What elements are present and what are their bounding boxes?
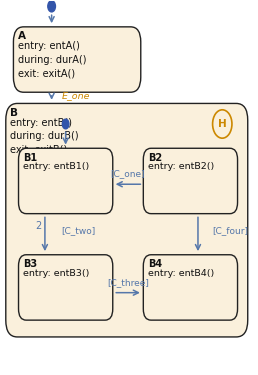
FancyBboxPatch shape — [19, 148, 113, 214]
Text: [C_two]: [C_two] — [61, 226, 96, 235]
Text: 2: 2 — [35, 221, 42, 231]
Text: entry: entA()
during: durA()
exit: exitA(): entry: entA() during: durA() exit: exitA… — [18, 41, 86, 78]
FancyBboxPatch shape — [143, 148, 238, 214]
Text: H: H — [218, 119, 227, 129]
Text: B4: B4 — [148, 259, 162, 269]
Text: [C_three]: [C_three] — [107, 278, 149, 287]
Text: A: A — [18, 32, 26, 41]
Text: B3: B3 — [23, 259, 37, 269]
Circle shape — [48, 1, 55, 12]
Text: B1: B1 — [23, 153, 37, 163]
FancyBboxPatch shape — [13, 27, 141, 92]
FancyBboxPatch shape — [19, 255, 113, 320]
Text: entry: entB4(): entry: entB4() — [148, 269, 214, 278]
Text: entry: entB2(): entry: entB2() — [148, 162, 214, 171]
Text: entry: entB3(): entry: entB3() — [23, 269, 90, 278]
Text: [C_one]: [C_one] — [111, 169, 145, 178]
Text: entry: entB1(): entry: entB1() — [23, 162, 89, 171]
Text: E_one: E_one — [62, 92, 90, 100]
Text: entry: entB()
during: durB()
exit: exitB(): entry: entB() during: durB() exit: exitB… — [10, 118, 79, 155]
FancyBboxPatch shape — [143, 255, 238, 320]
Circle shape — [62, 119, 69, 129]
FancyBboxPatch shape — [6, 104, 248, 337]
Text: B: B — [10, 108, 18, 118]
Text: [C_four]: [C_four] — [212, 226, 248, 235]
Text: B2: B2 — [148, 153, 162, 163]
